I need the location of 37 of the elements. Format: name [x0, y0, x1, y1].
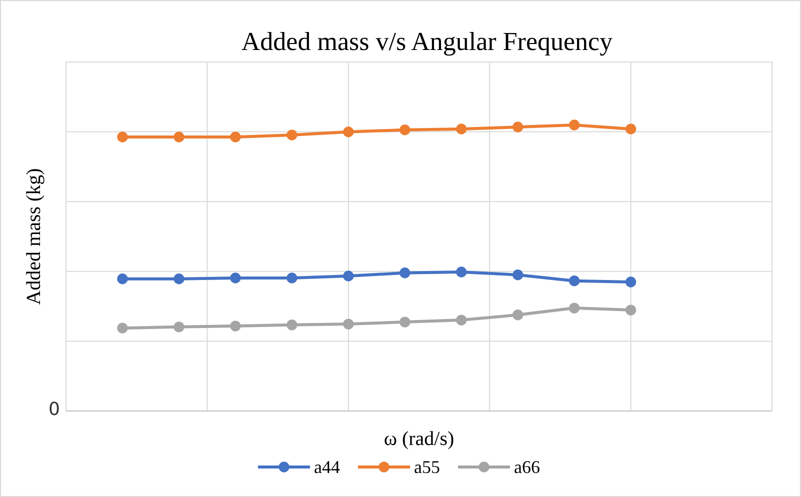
point — [400, 268, 410, 278]
x-axis-title: ω (rad/s) — [384, 428, 454, 450]
point — [512, 270, 524, 280]
point — [117, 132, 128, 142]
point — [343, 270, 354, 282]
point — [456, 314, 467, 326]
legend-label: a66 — [514, 457, 540, 477]
point — [625, 124, 636, 134]
point — [625, 276, 636, 288]
point — [400, 316, 410, 328]
text: 0 — [48, 399, 60, 420]
point — [117, 322, 128, 334]
point — [456, 124, 467, 134]
point — [174, 322, 184, 332]
point — [343, 126, 354, 138]
point — [117, 274, 128, 284]
legend-label: a55 — [414, 457, 440, 477]
point — [286, 272, 298, 284]
point — [512, 122, 524, 132]
point — [343, 318, 354, 330]
point — [230, 132, 241, 142]
point — [230, 320, 241, 332]
point — [568, 120, 580, 130]
point — [400, 124, 410, 136]
chart-title: Added mass v/s Angular Frequency — [241, 27, 613, 56]
point — [174, 274, 184, 284]
point — [230, 272, 241, 284]
point — [568, 276, 580, 286]
point — [512, 310, 524, 320]
y-axis-title: Added mass (kg) — [23, 168, 45, 305]
legend-label: a44 — [314, 457, 340, 477]
point — [456, 266, 467, 278]
point — [625, 304, 636, 316]
point — [568, 302, 580, 314]
point — [286, 130, 298, 140]
point — [286, 320, 298, 330]
point — [174, 132, 184, 142]
